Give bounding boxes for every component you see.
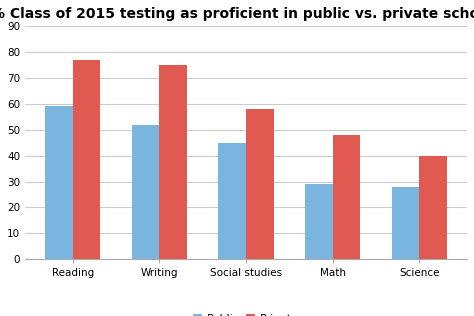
- Title: % Class of 2015 testing as proficient in public vs. private schools: % Class of 2015 testing as proficient in…: [0, 7, 474, 21]
- Bar: [305, 184, 333, 259]
- Bar: [45, 106, 73, 259]
- Bar: [392, 187, 419, 259]
- Bar: [218, 143, 246, 259]
- Bar: [419, 156, 447, 259]
- Bar: [246, 109, 273, 259]
- Bar: [333, 135, 360, 259]
- Bar: [73, 60, 100, 259]
- Bar: [132, 125, 159, 259]
- Legend: Public, Private: Public, Private: [189, 309, 303, 316]
- Bar: [159, 65, 187, 259]
